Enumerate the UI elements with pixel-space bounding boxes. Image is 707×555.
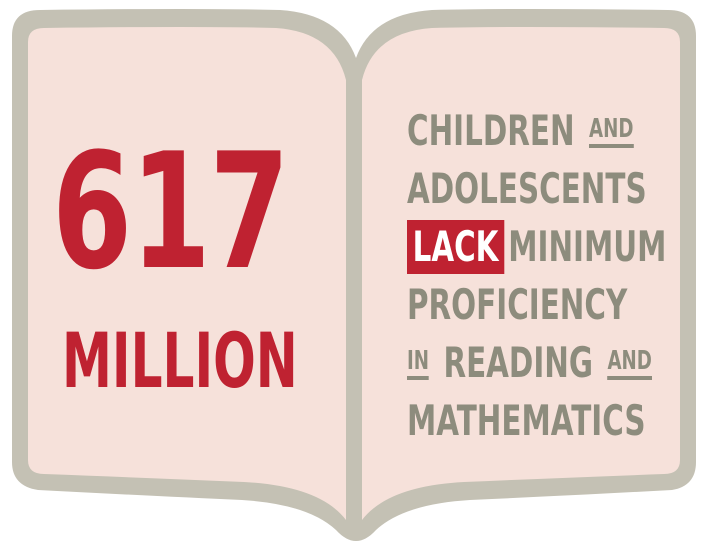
unit-label: MILLION — [62, 316, 298, 405]
statement-line-6: MATHEMATICS — [407, 392, 645, 450]
word-adolescents: ADOLESCENTS — [407, 164, 647, 213]
word-reading: READING — [443, 338, 594, 387]
word-minimum: MINIMUM — [508, 222, 667, 271]
word-children: CHILDREN — [407, 106, 575, 155]
big-number: 617 — [52, 118, 290, 305]
left-page — [28, 27, 346, 520]
statement-line-4: PROFICIENCY — [407, 276, 627, 334]
statement-line-5: IN READING AND — [407, 334, 652, 392]
statement-line-1: CHILDREN AND — [407, 102, 634, 160]
statement-line-2: ADOLESCENTS — [407, 160, 647, 218]
connector-in: IN — [407, 348, 430, 380]
word-mathematics: MATHEMATICS — [407, 396, 646, 445]
statement-line-3: LACK MINIMUM — [407, 218, 666, 276]
right-page — [362, 27, 680, 520]
statement: CHILDREN AND ADOLESCENTS LACK MINIMUM PRO… — [407, 102, 697, 450]
connector-and: AND — [589, 116, 634, 148]
highlight-lack: LACK — [407, 220, 505, 274]
connector-and-2: AND — [607, 348, 652, 380]
word-proficiency: PROFICIENCY — [407, 280, 628, 329]
